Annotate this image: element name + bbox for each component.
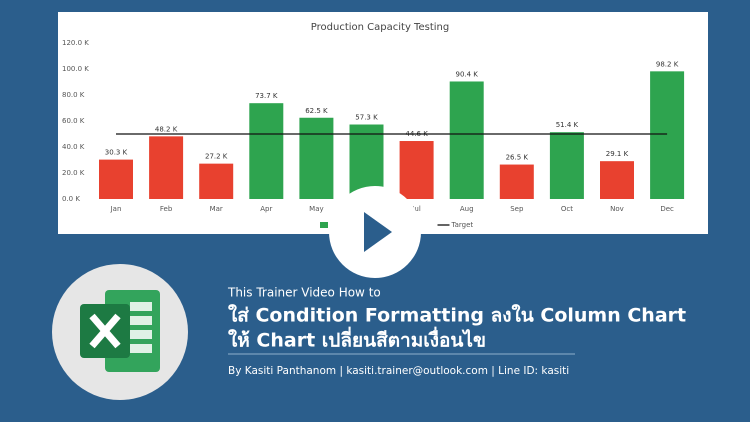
- bar: [249, 103, 284, 199]
- x-tick-label: May: [309, 205, 323, 213]
- x-tick-label: Jul: [411, 205, 421, 213]
- bar: [399, 141, 434, 199]
- bar: [449, 81, 484, 199]
- value-label: 62.5 K: [305, 107, 328, 115]
- legend-swatch: [320, 222, 328, 228]
- y-tick-label: 120.0 K: [62, 39, 89, 47]
- logo-x: [89, 313, 121, 349]
- play-button[interactable]: [329, 186, 421, 278]
- x-tick-label: Oct: [561, 205, 573, 213]
- chart-title: Production Capacity Testing: [311, 22, 449, 33]
- value-label: 26.5 K: [506, 154, 529, 162]
- x-tick-label: Apr: [260, 205, 272, 213]
- excel-logo: [52, 264, 188, 400]
- legend-label: Target: [450, 221, 473, 229]
- value-label: 48.2 K: [155, 125, 178, 133]
- y-tick-label: 80.0 K: [62, 91, 85, 99]
- bar: [600, 161, 634, 199]
- value-label: 30.3 K: [105, 149, 128, 157]
- x-tick-label: Feb: [160, 205, 173, 213]
- y-tick-label: 100.0 K: [62, 65, 89, 73]
- byline: By Kasiti Panthanom | kasiti.trainer@out…: [228, 365, 569, 377]
- title-line: ใส่ Condition Formatting ลงใน Column Cha…: [228, 304, 686, 327]
- bar: [149, 136, 184, 199]
- value-label: 57.3 K: [355, 114, 378, 122]
- intro: This Trainer Video How to: [227, 286, 381, 300]
- value-label: 98.2 K: [656, 60, 679, 68]
- plot: 0.0 K 20.0 K 40.0 K 60.0 K 80.0 K 100.0 K 120.…: [62, 39, 685, 229]
- bar: [549, 132, 584, 199]
- bar: [99, 159, 133, 199]
- play-icon[interactable]: [364, 212, 392, 252]
- x-tick-label: Jan: [110, 205, 122, 213]
- value-label: 51.4 K: [556, 121, 579, 129]
- x-tick-label: Sep: [510, 205, 524, 213]
- x-tick-label: Mar: [210, 205, 223, 213]
- title-line: ให้ Chart เปลี่ยนสีตามเงื่อนไข: [228, 327, 486, 352]
- y-tick-label: 60.0 K: [62, 117, 85, 125]
- value-label: 27.2 K: [205, 153, 228, 161]
- bar: [199, 163, 234, 199]
- x-tick-label: Nov: [610, 205, 624, 213]
- x-tick-label: Aug: [460, 205, 474, 213]
- y-tick-label: 20.0 K: [62, 169, 85, 177]
- bar: [650, 71, 685, 199]
- bar: [499, 164, 534, 199]
- y-tick-label: 40.0 K: [62, 143, 85, 151]
- x-tick-label: Dec: [660, 205, 674, 213]
- value-label: 73.7 K: [255, 92, 278, 100]
- bar: [299, 117, 334, 199]
- value-label: 90.4 K: [455, 70, 478, 78]
- y-tick-label: 0.0 K: [62, 195, 80, 203]
- value-label: 29.1 K: [606, 150, 629, 158]
